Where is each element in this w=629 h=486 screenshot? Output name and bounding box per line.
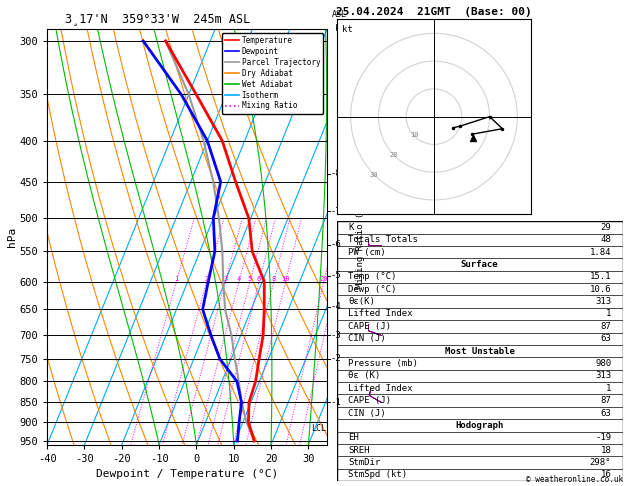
Text: Surface: Surface <box>461 260 498 269</box>
Text: 20: 20 <box>390 152 398 157</box>
Text: 87: 87 <box>601 322 611 331</box>
Text: StmDir: StmDir <box>348 458 380 467</box>
Text: Totals Totals: Totals Totals <box>348 235 418 244</box>
Text: 4: 4 <box>237 276 241 281</box>
Text: 2: 2 <box>204 276 209 281</box>
Y-axis label: hPa: hPa <box>7 227 16 247</box>
Text: Mixing Ratio (g/kg): Mixing Ratio (g/kg) <box>355 186 365 288</box>
Legend: Temperature, Dewpoint, Parcel Trajectory, Dry Adiabat, Wet Adiabat, Isotherm, Mi: Temperature, Dewpoint, Parcel Trajectory… <box>221 33 323 114</box>
Text: 15.1: 15.1 <box>590 272 611 281</box>
Text: 48: 48 <box>601 235 611 244</box>
Text: 16: 16 <box>601 470 611 480</box>
Text: -4: -4 <box>331 302 342 311</box>
Text: 1: 1 <box>174 276 179 281</box>
Text: Lifted Index: Lifted Index <box>348 384 413 393</box>
Text: 298°: 298° <box>590 458 611 467</box>
Text: © weatheronline.co.uk: © weatheronline.co.uk <box>526 474 623 484</box>
Text: 313: 313 <box>595 371 611 381</box>
Text: CAPE (J): CAPE (J) <box>348 396 391 405</box>
Text: -2: -2 <box>331 354 342 364</box>
Text: km: km <box>335 24 345 33</box>
Text: CIN (J): CIN (J) <box>348 409 386 417</box>
Text: CAPE (J): CAPE (J) <box>348 322 391 331</box>
Text: 10: 10 <box>281 276 290 281</box>
Text: 10: 10 <box>409 132 418 138</box>
Text: 87: 87 <box>601 396 611 405</box>
X-axis label: Dewpoint / Temperature (°C): Dewpoint / Temperature (°C) <box>96 469 278 479</box>
Text: 29: 29 <box>601 223 611 232</box>
Text: EH: EH <box>348 434 359 442</box>
Text: 313: 313 <box>595 297 611 306</box>
Text: 3¸17'N  359°33'W  245m ASL: 3¸17'N 359°33'W 245m ASL <box>65 12 250 25</box>
Text: kt: kt <box>342 25 353 34</box>
Text: 980: 980 <box>595 359 611 368</box>
Text: 18: 18 <box>601 446 611 455</box>
Text: -19: -19 <box>595 434 611 442</box>
Text: 30: 30 <box>370 172 378 177</box>
Text: 1.84: 1.84 <box>590 247 611 257</box>
Text: LCL: LCL <box>311 423 326 433</box>
Text: 25.04.2024  21GMT  (Base: 00): 25.04.2024 21GMT (Base: 00) <box>336 7 532 17</box>
Text: -8: -8 <box>331 170 342 178</box>
Text: 10.6: 10.6 <box>590 285 611 294</box>
Text: 3: 3 <box>223 276 228 281</box>
Text: ASL: ASL <box>332 10 347 19</box>
Text: StmSpd (kt): StmSpd (kt) <box>348 470 407 480</box>
Text: Most Unstable: Most Unstable <box>445 347 515 356</box>
Text: -3: -3 <box>331 330 342 340</box>
Text: 8: 8 <box>272 276 276 281</box>
Text: CIN (J): CIN (J) <box>348 334 386 343</box>
Text: Temp (°C): Temp (°C) <box>348 272 396 281</box>
Text: -1: -1 <box>331 398 342 407</box>
Text: 5: 5 <box>248 276 252 281</box>
Text: Lifted Index: Lifted Index <box>348 310 413 318</box>
Text: 63: 63 <box>601 334 611 343</box>
Text: Hodograph: Hodograph <box>455 421 504 430</box>
Text: 1: 1 <box>606 310 611 318</box>
Text: 63: 63 <box>601 409 611 417</box>
Text: -7: -7 <box>331 207 342 216</box>
Text: θε (K): θε (K) <box>348 371 380 381</box>
Text: 1: 1 <box>606 384 611 393</box>
Text: Dewp (°C): Dewp (°C) <box>348 285 396 294</box>
Text: θε(K): θε(K) <box>348 297 375 306</box>
Text: Pressure (mb): Pressure (mb) <box>348 359 418 368</box>
Text: -5: -5 <box>331 271 342 280</box>
Text: -6: -6 <box>331 241 342 249</box>
Text: SREH: SREH <box>348 446 369 455</box>
Text: 6: 6 <box>257 276 261 281</box>
Text: 20: 20 <box>320 276 328 281</box>
Text: K: K <box>348 223 353 232</box>
Text: PW (cm): PW (cm) <box>348 247 386 257</box>
